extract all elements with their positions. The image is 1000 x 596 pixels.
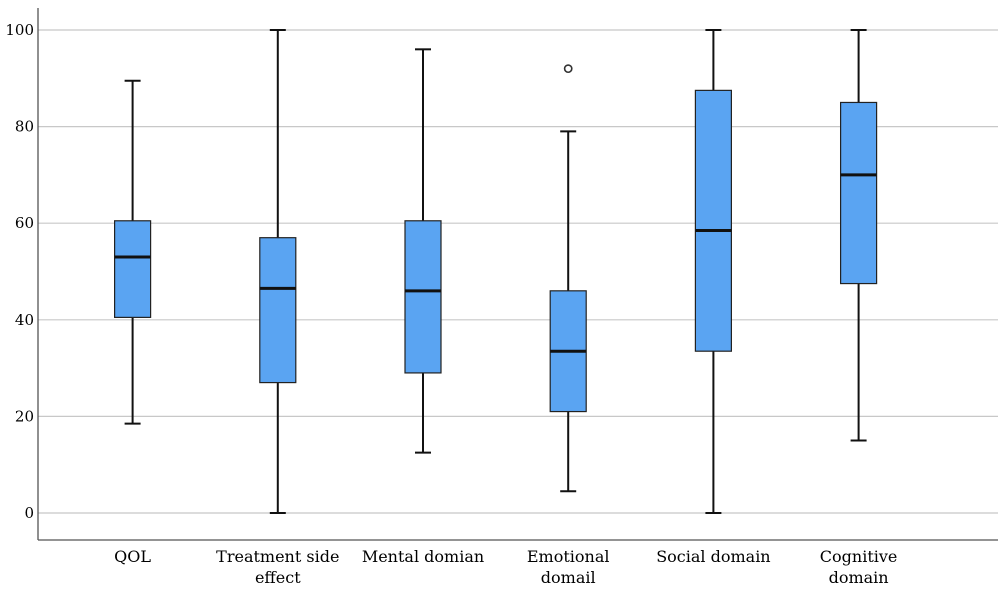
y-tick-label: 20 (15, 407, 34, 425)
x-category-label: Emotional (527, 547, 610, 566)
box-group (113, 79, 152, 425)
boxes (113, 29, 878, 514)
x-category-label: Treatment side (216, 547, 339, 566)
x-category-label: Cognitive (820, 547, 898, 566)
y-tick-label: 0 (24, 504, 34, 522)
box-group (549, 64, 587, 493)
box-group (259, 29, 297, 514)
y-tick-label: 80 (15, 118, 34, 136)
x-axis-labels: QOL Treatment side effect Mental domian Emot… (114, 547, 897, 587)
box-group (694, 29, 733, 514)
x-category-label: Social domain (656, 547, 770, 566)
grid-lines (38, 29, 998, 514)
x-category-label: domail (541, 568, 596, 587)
x-category-label: effect (255, 568, 301, 587)
iqr-box (404, 220, 442, 374)
y-tick-label: 100 (5, 21, 34, 39)
iqr-box (259, 237, 297, 384)
x-category-label: QOL (114, 547, 151, 566)
axes (37, 8, 998, 541)
iqr-box (694, 89, 733, 352)
y-tick-label: 60 (15, 214, 34, 232)
iqr-box (839, 101, 878, 285)
box-group (839, 29, 878, 442)
y-tick-label: 40 (15, 311, 34, 329)
box-group (404, 48, 442, 454)
iqr-box (113, 220, 152, 318)
y-axis-ticks: 0 20 40 60 80 100 (5, 21, 34, 522)
outlier-point (563, 64, 573, 74)
x-category-label: Mental domian (362, 547, 484, 566)
x-category-label: domain (829, 568, 889, 587)
